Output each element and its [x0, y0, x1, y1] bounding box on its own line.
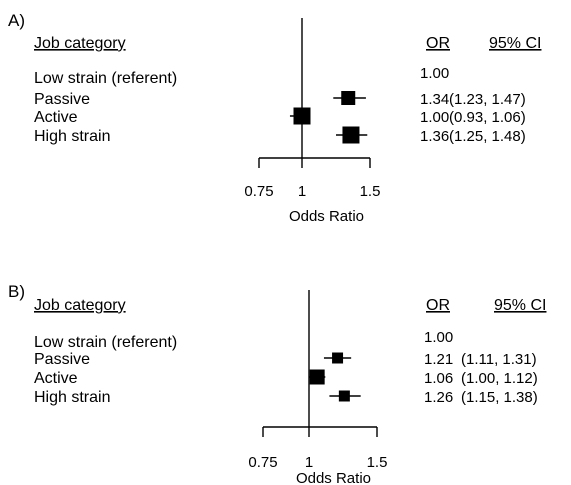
row-label: High strain	[34, 389, 110, 406]
ci-value: (1.00, 1.12)	[461, 370, 538, 387]
ci-value: (0.93, 1.06)	[449, 109, 526, 126]
x-tick-label: 1.5	[367, 454, 388, 471]
header-job-category: Job category	[34, 297, 126, 314]
or-point-marker	[293, 107, 311, 125]
panel-label: A)	[8, 11, 25, 30]
or-value: 1.06	[424, 370, 453, 387]
header-ci: 95% CI	[489, 35, 541, 52]
row-label: High strain	[34, 128, 110, 145]
x-axis-label: Odds Ratio	[296, 470, 371, 485]
header-job-category: Job category	[34, 35, 126, 52]
or-value: 1.21	[424, 351, 453, 368]
or-point-marker	[342, 126, 360, 144]
or-point-marker	[341, 91, 356, 105]
ci-value: (1.25, 1.48)	[449, 128, 526, 145]
x-tick-label: 1.5	[360, 183, 381, 200]
or-point-marker	[338, 390, 350, 402]
row-label: Passive	[34, 351, 90, 368]
row-label: Passive	[34, 91, 90, 108]
or-value: 1.00	[420, 65, 449, 82]
header-ci: 95% CI	[494, 297, 546, 314]
or-value: 1.36	[420, 128, 449, 145]
or-value: 1.26	[424, 389, 453, 406]
ci-value: (1.23, 1.47)	[449, 91, 526, 108]
ci-value: (1.15, 1.38)	[461, 389, 538, 406]
header-or: OR	[426, 297, 450, 314]
x-axis-label: Odds Ratio	[289, 208, 364, 225]
or-value: 1.00	[424, 329, 453, 346]
or-value: 1.00	[420, 109, 449, 126]
row-label: Active	[34, 370, 78, 387]
or-point-marker	[309, 369, 325, 385]
ci-value: (1.11, 1.31)	[461, 351, 537, 368]
row-label: Active	[34, 109, 78, 126]
row-label: Low strain (referent)	[34, 70, 177, 87]
x-tick-label: 0.75	[244, 183, 273, 200]
panel-label: B)	[8, 282, 25, 301]
forest-panel-1: A) Job category OR 95% CI 0.75 1 1.5 Odds Ratio…	[8, 11, 541, 225]
header-or: OR	[426, 35, 450, 52]
or-value: 1.34	[420, 91, 449, 108]
or-point-marker	[332, 352, 344, 364]
x-tick-label: 1	[298, 183, 306, 200]
x-tick-label: 1	[305, 454, 313, 471]
row-label: Low strain (referent)	[34, 334, 177, 351]
x-tick-label: 0.75	[248, 454, 277, 471]
